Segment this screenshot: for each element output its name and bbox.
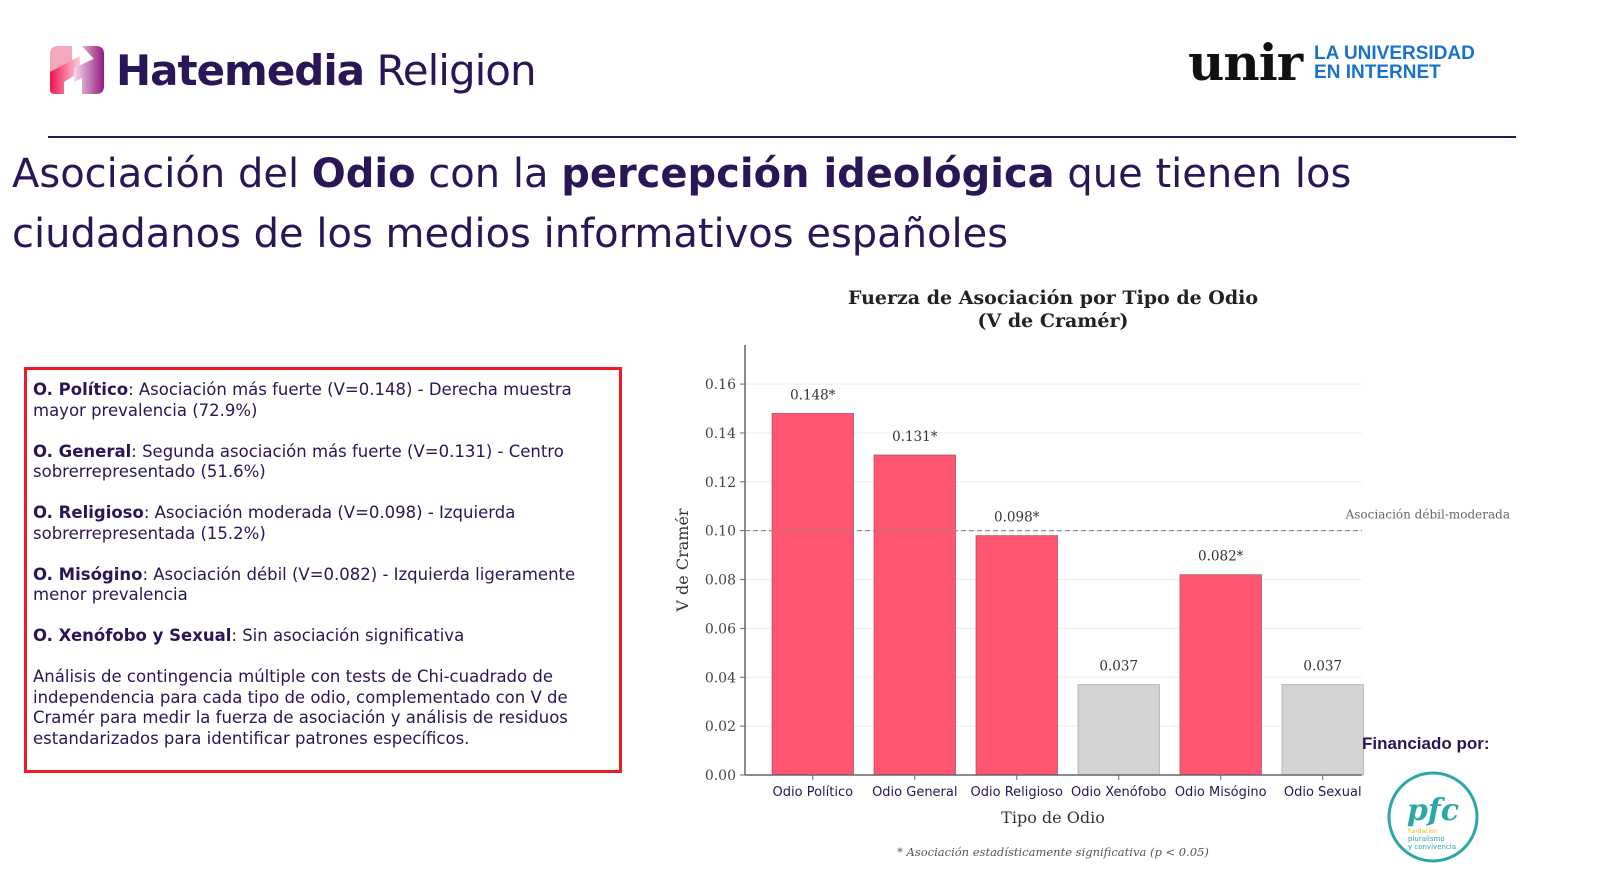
bar-odio-xenófobo xyxy=(1077,684,1160,776)
finding-text: : Sin asociación significativa xyxy=(231,626,465,645)
hatemedia-logo: Hatemedia Religion xyxy=(50,42,537,98)
finding-label: O. General xyxy=(33,441,132,461)
finding-item: O. Misógino: Asociación débil (V=0.082) … xyxy=(33,565,613,606)
bar-odio-misógino xyxy=(1179,574,1262,776)
finding-label: O. Misógino xyxy=(33,564,143,584)
y-tick-label: 0.08 xyxy=(705,573,736,589)
chart-bars xyxy=(771,413,1364,776)
pfc-logo-line1: fundación xyxy=(1408,828,1438,835)
chart-footnote: * Asociación estadísticamente significat… xyxy=(897,845,1209,859)
hatemedia-wordmark: Hatemedia Religion xyxy=(116,45,537,95)
bar-odio-general xyxy=(873,454,956,776)
finding-text: : Asociación débil (V=0.082) - Izquierda… xyxy=(33,564,576,605)
unir-logo: unir LA UNIVERSIDAD EN INTERNET xyxy=(1188,38,1475,88)
y-tick-label: 0.02 xyxy=(705,719,736,735)
bar-odio-religioso xyxy=(975,535,1058,776)
x-tick-label: Odio Xenófobo xyxy=(1071,785,1166,800)
funded-by-label: Financiado por: xyxy=(1362,734,1490,753)
bar-odio-sexual xyxy=(1281,684,1364,776)
unir-tagline-line1: LA UNIVERSIDAD xyxy=(1314,43,1475,64)
chart-gridlines xyxy=(745,383,1362,727)
finding-label: O. Político xyxy=(33,380,129,399)
bar-odio-político xyxy=(771,413,854,776)
unir-wordmark: unir xyxy=(1188,33,1303,92)
brand-name: Hatemedia xyxy=(116,45,365,95)
finding-item: O. Xenófobo y Sexual: Sin asociación sig… xyxy=(33,626,613,647)
hatemedia-logo-icon xyxy=(50,46,104,94)
title-text: con la xyxy=(415,151,562,197)
findings-box: O. Político: Asociación más fuerte (V=0.… xyxy=(24,367,622,773)
pfc-logo-line2: pluralismo xyxy=(1408,835,1445,843)
finding-item: O. Político: Asociación más fuerte (V=0.… xyxy=(33,380,613,421)
bar-value-label: 0.037 xyxy=(1303,659,1342,675)
title-text: Asociación del xyxy=(12,151,312,197)
y-tick-label: 0.00 xyxy=(705,768,736,784)
title-text: que tienen los ciudadanos de los medios … xyxy=(12,151,1352,257)
bar-value-label: 0.148* xyxy=(790,387,836,403)
brand-suffix: Religion xyxy=(376,45,536,95)
pfc-logo-line3: y convivencia xyxy=(1408,843,1456,851)
bar-value-label: 0.082* xyxy=(1198,549,1244,565)
bar-value-label: 0.131* xyxy=(892,429,938,445)
bar-value-label: 0.037 xyxy=(1099,659,1138,675)
x-tick-label: Odio Sexual xyxy=(1284,785,1362,800)
reference-line-label: Asociación débil-moderada xyxy=(1345,508,1510,522)
finding-text: : Segunda asociación más fuerte (V=0.131… xyxy=(33,441,564,482)
finding-label: O. Religioso xyxy=(33,503,144,522)
finding-text: : Asociación más fuerte (V=0.148) - Dere… xyxy=(33,380,572,420)
pfc-logo-mark: pfc xyxy=(1407,793,1459,828)
chart-data-labels: 0.148* 0.131* 0.098* 0.037 0.082* 0.037 xyxy=(790,387,1342,674)
bar-value-label: 0.098* xyxy=(994,510,1040,526)
y-tick-label: 0.16 xyxy=(705,377,736,393)
finding-item: O. General: Segunda asociación más fuert… xyxy=(33,442,613,483)
title-emphasis-percepcion: percepción ideológica xyxy=(561,151,1055,197)
page-title: Asociación del Odio con la percepción id… xyxy=(12,144,1412,264)
finding-item: O. Religioso: Asociación moderada (V=0.0… xyxy=(33,503,613,544)
header-divider xyxy=(48,136,1516,138)
y-tick-label: 0.14 xyxy=(705,426,736,442)
chart-title-line2: (V de Cramér) xyxy=(978,310,1129,332)
reference-line-group: Asociación débil-moderada xyxy=(745,508,1510,532)
y-tick-label: 0.06 xyxy=(705,621,736,637)
x-tick-label: Odio Misógino xyxy=(1175,785,1267,800)
y-axis-label: V de Cramér xyxy=(673,508,692,613)
finding-label: O. Xenófobo y Sexual xyxy=(33,626,232,645)
unir-tagline-line2: EN INTERNET xyxy=(1314,62,1441,83)
x-tick-label: Odio Político xyxy=(773,785,854,800)
methodology-text: Análisis de contingencia múltiple con te… xyxy=(33,667,568,748)
y-tick-label: 0.04 xyxy=(705,670,736,686)
y-tick-label: 0.10 xyxy=(705,524,736,540)
x-tick-label: Odio Religioso xyxy=(971,785,1063,800)
unir-tagline: LA UNIVERSIDAD EN INTERNET xyxy=(1314,44,1475,82)
title-emphasis-odio: Odio xyxy=(311,151,416,197)
y-tick-label: 0.12 xyxy=(705,475,736,491)
x-axis-label: Tipo de Odio xyxy=(1001,808,1105,827)
pfc-foundation-logo: pfc fundación pluralismo y convivencia xyxy=(1387,771,1479,863)
chart-title-line1: Fuerza de Asociación por Tipo de Odio xyxy=(848,287,1258,309)
x-tick-label: Odio General xyxy=(872,785,957,800)
chart-axes: 0.00 0.02 0.04 0.06 0.08 0.10 0.12 0.14 0.16 Odio… xyxy=(705,345,1362,800)
finding-text: : Asociación moderada (V=0.098) - Izquie… xyxy=(33,503,516,543)
